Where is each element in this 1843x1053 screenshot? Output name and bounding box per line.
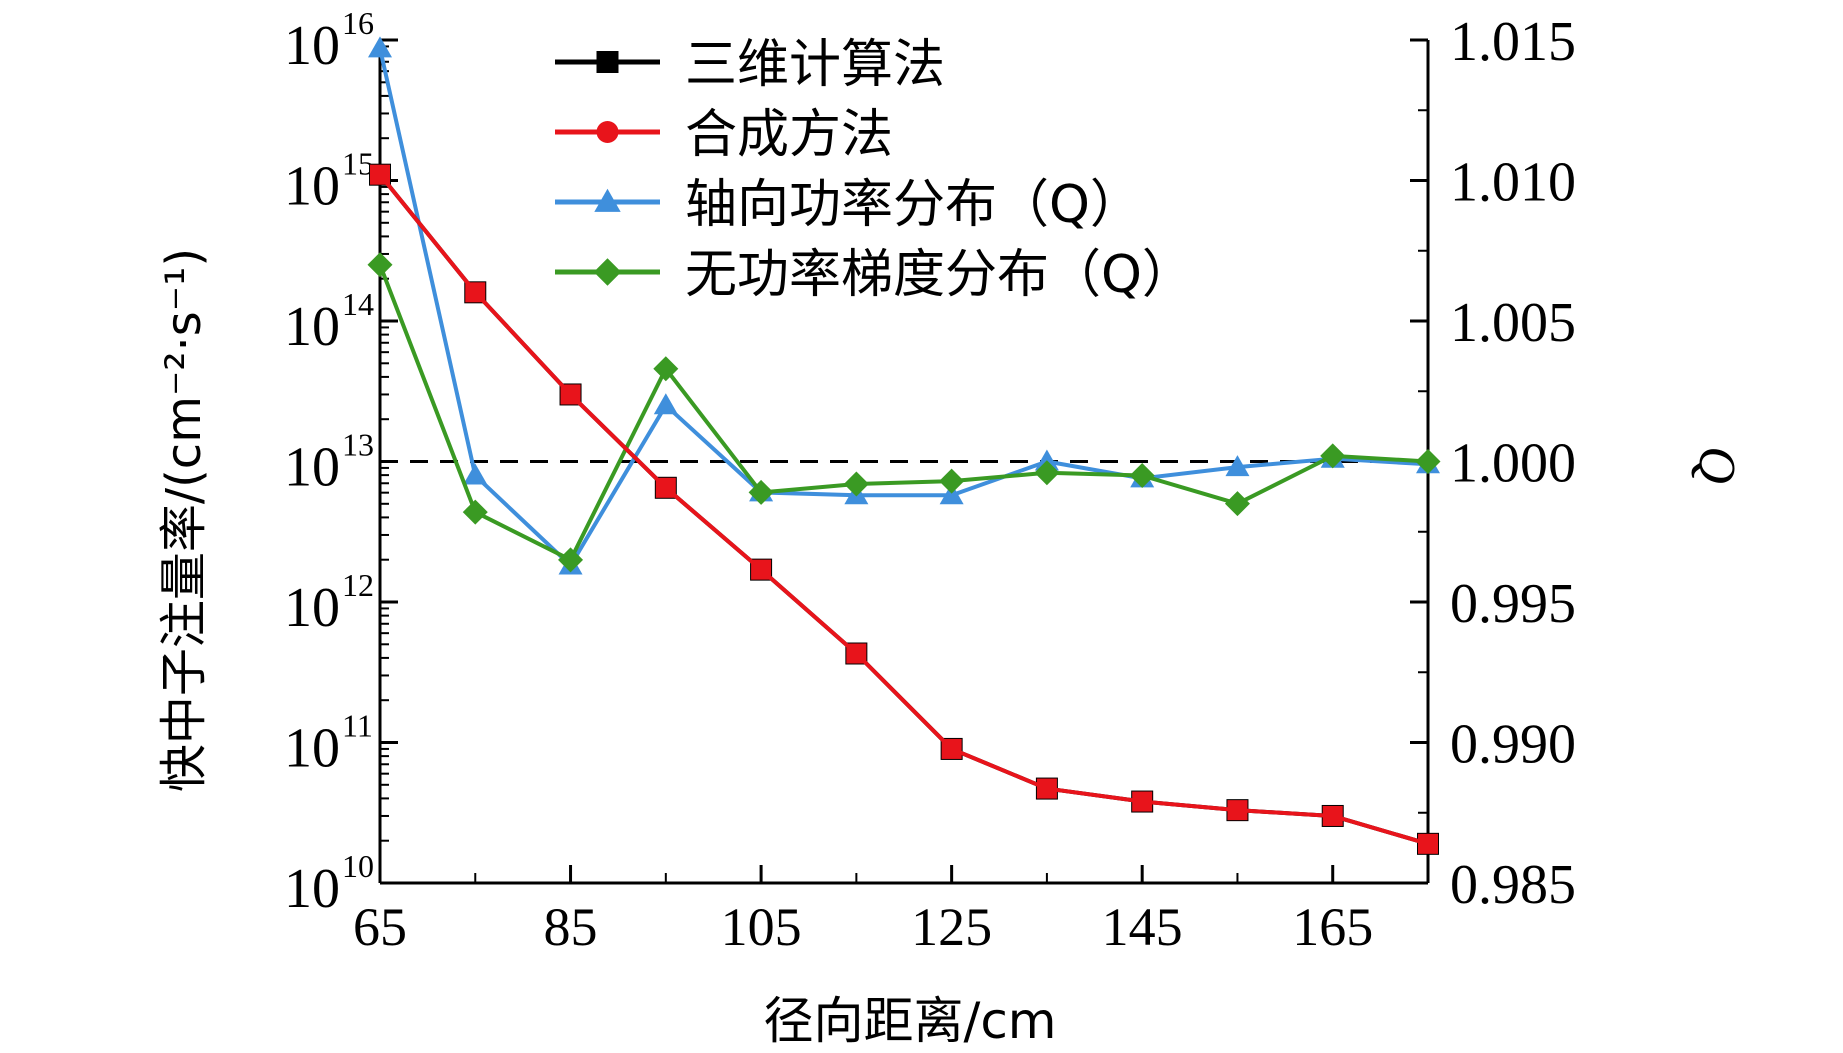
legend-label: 无功率梯度分布（Q） bbox=[685, 245, 1194, 305]
data-point-triangle bbox=[1225, 455, 1250, 477]
data-point-diamond bbox=[593, 258, 622, 286]
y-right-tick-label: 0.995 bbox=[1450, 573, 1576, 635]
y-left-tick-exponent: 15 bbox=[342, 146, 374, 182]
y-left-tick-exponent: 12 bbox=[342, 567, 374, 603]
x-axis-title: 径向距离/cm bbox=[763, 992, 1056, 1050]
data-point-square bbox=[846, 643, 867, 664]
legend-label: 三维计算法 bbox=[685, 35, 945, 95]
data-point-square bbox=[596, 51, 619, 73]
data-point-square bbox=[370, 164, 390, 185]
y-left-tick-exponent: 11 bbox=[342, 708, 373, 744]
y-right-axis-title: Q bbox=[1688, 446, 1745, 484]
y-right-tick-label: 1.005 bbox=[1450, 292, 1576, 354]
y-left-tick-exponent: 14 bbox=[342, 286, 374, 322]
series-2 bbox=[370, 164, 1438, 854]
y-left-tick-label: 10 bbox=[284, 858, 340, 920]
x-tick-label: 65 bbox=[353, 897, 407, 957]
data-point-square bbox=[560, 384, 581, 405]
series-line bbox=[378, 173, 1429, 846]
series-layer bbox=[367, 36, 1441, 855]
data-point-diamond bbox=[558, 547, 584, 573]
x-tick-label: 145 bbox=[1102, 897, 1183, 957]
y-left-tick-label: 10 bbox=[284, 15, 340, 77]
y-left-tick-exponent: 16 bbox=[342, 5, 374, 41]
data-point-square bbox=[1036, 778, 1057, 799]
data-point-diamond bbox=[1320, 443, 1346, 469]
x-tick-label: 165 bbox=[1292, 897, 1373, 957]
x-tick-label: 85 bbox=[544, 897, 598, 957]
data-point-triangle bbox=[368, 36, 392, 58]
data-point-square bbox=[1418, 833, 1438, 854]
y-left-tick-label: 10 bbox=[284, 156, 340, 218]
data-point-diamond bbox=[748, 479, 774, 505]
data-point-diamond bbox=[1415, 449, 1441, 474]
y-left-tick-exponent: 13 bbox=[342, 427, 374, 463]
data-point-triangle bbox=[463, 463, 488, 485]
data-point-square bbox=[1322, 805, 1343, 826]
y-right-tick-label: 1.015 bbox=[1450, 11, 1576, 73]
data-point-diamond bbox=[1129, 463, 1155, 489]
data-point-square bbox=[1227, 800, 1248, 821]
y-left-tick-label: 10 bbox=[284, 577, 340, 639]
data-point-triangle bbox=[594, 188, 621, 212]
data-point-square bbox=[465, 282, 486, 303]
x-tick-label: 125 bbox=[911, 897, 992, 957]
data-point-square bbox=[751, 559, 772, 580]
legend-item: 合成方法 bbox=[555, 105, 893, 165]
legend-item: 轴向功率分布（Q） bbox=[555, 175, 1142, 235]
y-left-axis-title: 快中子注量率/(cm⁻²·s⁻¹) bbox=[156, 248, 212, 792]
data-point-circle bbox=[596, 121, 619, 143]
series-3 bbox=[368, 36, 1440, 575]
data-point-square bbox=[655, 477, 676, 498]
data-point-diamond bbox=[1224, 491, 1250, 517]
y-right-tick-label: 1.000 bbox=[1450, 433, 1576, 495]
legend-label: 合成方法 bbox=[685, 105, 893, 165]
y-right-tick-label: 0.990 bbox=[1450, 714, 1576, 776]
series-line bbox=[378, 264, 1429, 562]
data-point-triangle bbox=[939, 483, 964, 505]
legend-item: 三维计算法 bbox=[555, 35, 945, 95]
data-point-triangle bbox=[653, 393, 678, 415]
data-point-square bbox=[941, 738, 962, 759]
data-point-diamond bbox=[939, 468, 965, 494]
series-4 bbox=[367, 252, 1441, 573]
y-left-tick-exponent: 10 bbox=[342, 848, 374, 884]
data-point-diamond bbox=[843, 471, 869, 497]
data-point-diamond bbox=[367, 252, 393, 278]
x-tick-label: 105 bbox=[721, 897, 802, 957]
legend-label: 轴向功率分布（Q） bbox=[685, 175, 1142, 235]
y-right-tick-label: 0.985 bbox=[1450, 854, 1576, 916]
y-left-tick-label: 10 bbox=[284, 718, 340, 780]
legend-item: 无功率梯度分布（Q） bbox=[555, 245, 1194, 305]
y-right-tick-label: 1.010 bbox=[1450, 152, 1576, 214]
data-point-triangle bbox=[1034, 449, 1059, 471]
data-point-diamond bbox=[462, 499, 488, 525]
data-point-diamond bbox=[653, 356, 679, 382]
y-left-tick-label: 10 bbox=[284, 437, 340, 499]
data-point-diamond bbox=[1034, 460, 1060, 486]
y-left-tick-label: 10 bbox=[284, 296, 340, 358]
data-point-square bbox=[1132, 791, 1153, 812]
